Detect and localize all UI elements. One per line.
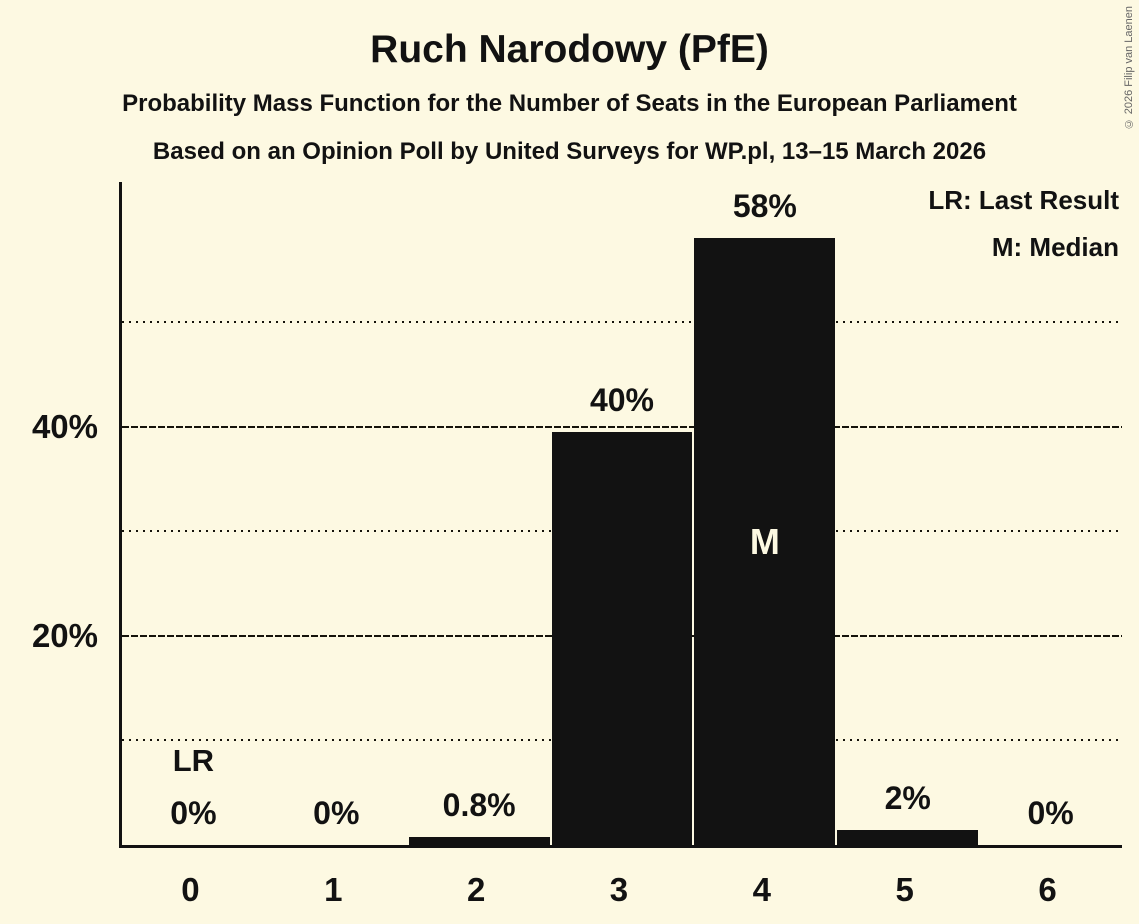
bar-value-label-0: 0% bbox=[170, 795, 217, 831]
bar-value-label-6: 0% bbox=[1027, 795, 1074, 831]
x-axis-label-0: 0 bbox=[181, 871, 200, 908]
bar-value-label-4: 58% bbox=[732, 188, 797, 225]
x-axis-label-1: 1 bbox=[324, 871, 343, 908]
y-axis-label-40: 40% bbox=[31, 407, 98, 445]
bar-value-label-1: 0% bbox=[313, 795, 360, 831]
legend-last-result: LR: Last Result bbox=[928, 185, 1119, 215]
bar-value-label-5: 2% bbox=[884, 780, 931, 817]
chart-subtitle-pmf: Probability Mass Function for the Number… bbox=[122, 90, 1017, 117]
legend-median: M: Median bbox=[991, 232, 1119, 262]
y-axis-label-20: 20% bbox=[31, 616, 98, 654]
bar-seats-3 bbox=[551, 431, 693, 845]
bar-seats-2 bbox=[408, 836, 550, 845]
median-marker: M bbox=[749, 520, 780, 562]
plot-area: 0% LR 0% 0.8% 40% 58% M 2% 0% bbox=[119, 182, 1122, 848]
x-axis-label-4: 4 bbox=[752, 871, 772, 908]
bar-seats-5 bbox=[837, 830, 979, 845]
last-result-marker: LR bbox=[172, 743, 215, 778]
gridline-minor-50 bbox=[122, 321, 1122, 324]
chart-title: Ruch Narodowy (PfE) bbox=[370, 28, 769, 71]
x-axis-label-6: 6 bbox=[1038, 871, 1057, 908]
x-axis-label-5: 5 bbox=[895, 871, 914, 908]
bar-seats-4 bbox=[694, 238, 836, 845]
bar-value-label-2: 0.8% bbox=[442, 786, 516, 823]
gridline-major-40 bbox=[122, 425, 1122, 428]
x-axis-label-3: 3 bbox=[609, 871, 629, 908]
x-axis-label-2: 2 bbox=[466, 871, 486, 908]
bar-value-label-3: 40% bbox=[589, 381, 654, 418]
chart-subtitle-poll: Based on an Opinion Poll by United Surve… bbox=[152, 138, 987, 165]
